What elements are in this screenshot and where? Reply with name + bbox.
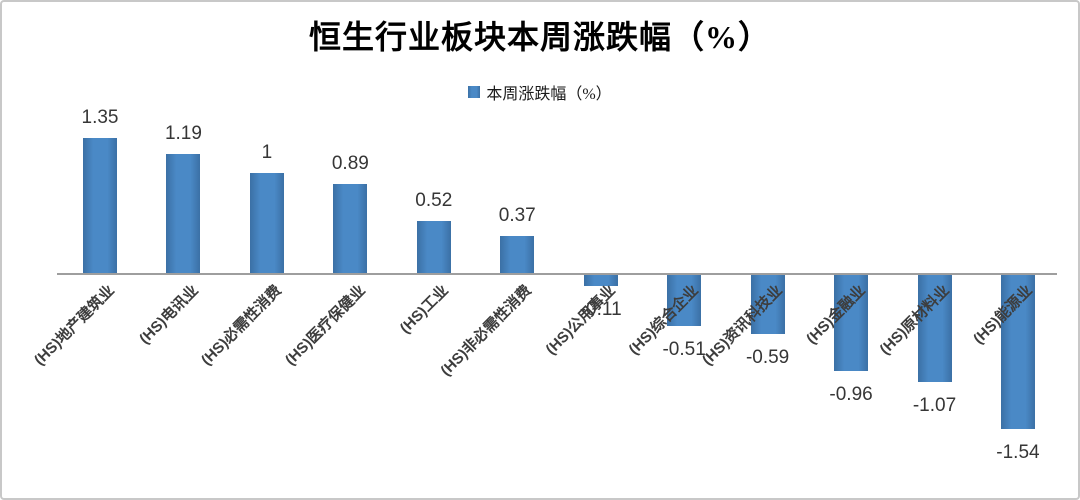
bar-11	[1000, 275, 1035, 429]
bar-1	[166, 154, 201, 273]
category-label: (HS)非必需性消费	[437, 282, 536, 380]
bar-value-label: 1.19	[164, 123, 202, 144]
bar-9	[834, 275, 869, 371]
legend-swatch-icon	[468, 86, 481, 98]
chart-title: 恒生行业板块本周涨跌幅（%）	[308, 19, 771, 55]
category-label: (HS)必需性消费	[198, 282, 285, 369]
category-label: (HS)地产建筑业	[31, 282, 119, 369]
legend: 本周涨跌幅（%）	[2, 80, 1078, 104]
bar-value-label: 1	[261, 142, 273, 163]
bar-value-label: -0.51	[662, 339, 706, 360]
bar-value-label: 0.37	[498, 205, 536, 226]
x-axis-line	[57, 273, 1057, 275]
bar-10	[917, 275, 952, 382]
bar-8	[750, 275, 785, 334]
bar-value-label: 1.35	[81, 107, 119, 128]
bar-value-label: -0.11	[579, 299, 622, 320]
bar-value-label: 0.89	[331, 153, 369, 174]
bar-0	[83, 138, 117, 273]
bar-value-label: 0.52	[415, 190, 453, 211]
legend-label: 本周涨跌幅（%）	[486, 86, 612, 103]
bar-value-label: -1.07	[912, 395, 957, 416]
bar-4	[416, 221, 451, 273]
bar-5	[500, 236, 535, 273]
bar-7	[667, 275, 702, 326]
category-label: (HS)电讯业	[135, 282, 202, 348]
bar-3	[333, 184, 368, 273]
category-label: (HS)工业	[396, 282, 452, 338]
bar-6	[583, 275, 618, 286]
bar-value-label: -1.54	[996, 442, 1040, 463]
category-label: (HS)医疗保健业	[281, 282, 369, 369]
bar-value-label: -0.96	[829, 384, 873, 405]
bar-value-label: -0.59	[745, 347, 790, 368]
bar-2	[249, 173, 284, 273]
